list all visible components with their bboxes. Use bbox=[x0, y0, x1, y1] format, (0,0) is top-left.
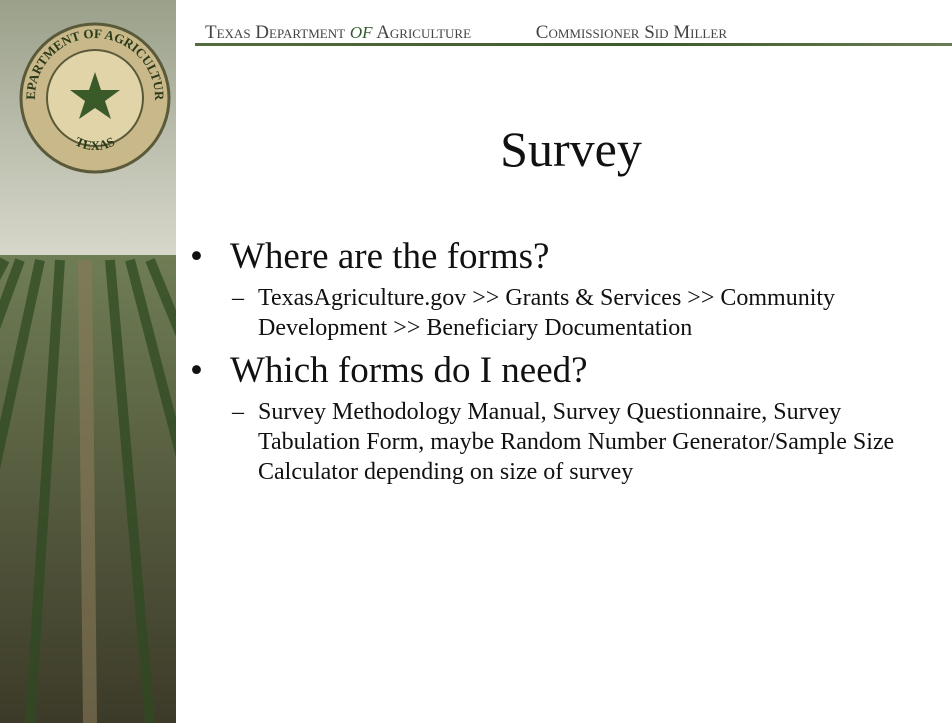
header-rule bbox=[195, 43, 952, 46]
header: Texas Department of Agriculture Commissi… bbox=[205, 18, 727, 45]
slide-title: Survey bbox=[190, 120, 952, 178]
org-of: of bbox=[350, 18, 373, 44]
bullet-list: Where are the forms?TexasAgriculture.gov… bbox=[190, 235, 930, 493]
field-image: DEPARTMENT OF AGRICULTURE TEXAS bbox=[0, 0, 176, 723]
bullet: Which forms do I need? bbox=[190, 349, 930, 393]
sub-bullet: Survey Methodology Manual, Survey Questi… bbox=[190, 397, 930, 487]
org-name: Agriculture bbox=[376, 22, 471, 43]
sub-bullet: TexasAgriculture.gov >> Grants & Service… bbox=[190, 283, 930, 343]
bullet: Where are the forms? bbox=[190, 235, 930, 279]
org-name: Texas Department bbox=[205, 22, 345, 43]
slide: DEPARTMENT OF AGRICULTURE TEXAS Texas De… bbox=[0, 0, 952, 723]
commissioner: Commissioner Sid Miller bbox=[536, 22, 727, 43]
